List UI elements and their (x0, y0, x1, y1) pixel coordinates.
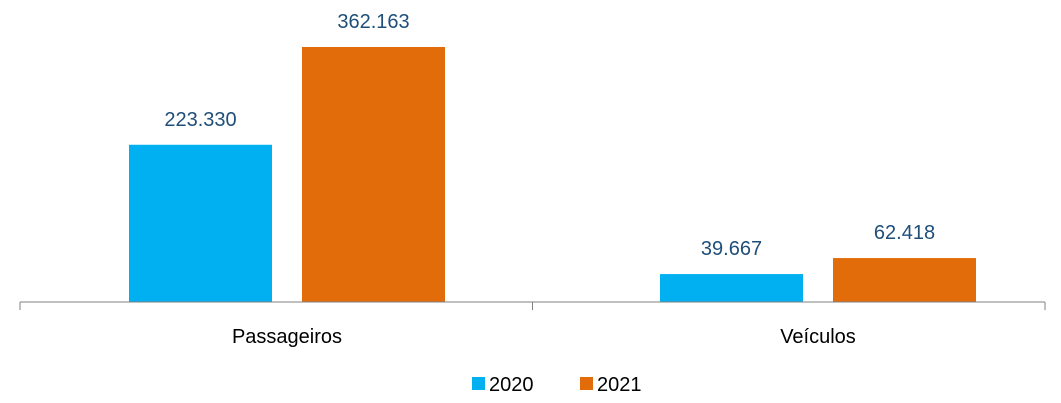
data-label-passageiros-2021: 362.163 (337, 11, 409, 33)
bars-layer (129, 47, 976, 302)
data-label-ve-culos-2020: 39.667 (701, 238, 762, 260)
bar-ve-culos-2021 (833, 258, 976, 302)
legend: 2020 2021 (472, 374, 642, 396)
bar-ve-culos-2020 (660, 274, 803, 302)
legend-label-2020: 2020 (489, 374, 534, 396)
data-labels-layer: 223.330 362.163 39.667 62.418 (164, 11, 935, 260)
category-label-ve-culos: Veículos (780, 326, 856, 348)
category-label-passageiros: Passageiros (232, 326, 342, 348)
data-label-ve-culos-2021: 62.418 (874, 222, 935, 244)
x-axis: Passageiros Veículos (19, 301, 1046, 348)
bar-passageiros-2020 (129, 144, 272, 302)
legend-label-2021: 2021 (597, 374, 642, 396)
data-label-passageiros-2020: 223.330 (164, 109, 236, 131)
bar-passageiros-2021 (302, 47, 445, 302)
legend-swatch-2020 (472, 377, 485, 390)
legend-swatch-2021 (580, 377, 593, 390)
